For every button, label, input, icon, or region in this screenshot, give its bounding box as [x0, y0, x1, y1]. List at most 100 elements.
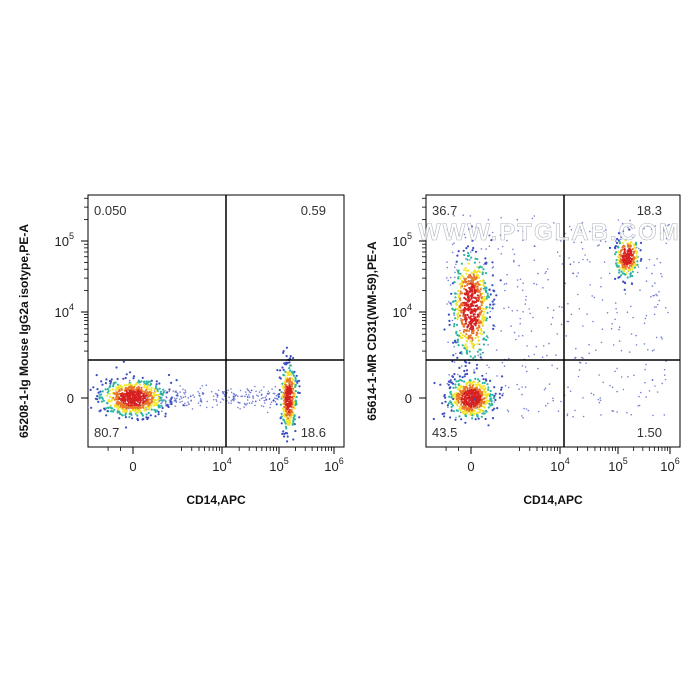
event-dot — [459, 332, 462, 335]
event-dot — [668, 223, 670, 226]
event-dot — [285, 346, 288, 349]
event-dot — [452, 341, 455, 344]
event-dot — [118, 417, 121, 420]
event-dot — [182, 388, 184, 391]
event-dot — [640, 257, 643, 261]
event-dot — [623, 248, 626, 252]
event-dot — [136, 414, 139, 417]
event-dot — [513, 261, 515, 263]
event-dot — [123, 397, 126, 400]
event-dot — [647, 225, 649, 227]
event-dot — [465, 400, 468, 403]
event-dot — [115, 404, 118, 407]
event-dot — [550, 323, 553, 326]
event-dot — [477, 383, 480, 386]
event-dot — [465, 247, 468, 250]
event-dot — [288, 382, 291, 385]
event-dot — [116, 377, 119, 381]
event-dot — [149, 380, 152, 383]
event-dot — [457, 379, 460, 383]
event-dot — [125, 389, 128, 392]
event-dot — [630, 413, 632, 416]
event-dot — [475, 391, 479, 394]
event-dot — [479, 279, 482, 283]
event-dot — [474, 418, 477, 421]
event-dot — [176, 397, 178, 400]
event-dot — [262, 397, 264, 399]
event-dot — [636, 271, 639, 274]
y-tick-label: 104 — [393, 302, 412, 320]
event-dot — [453, 361, 456, 363]
event-dot — [461, 302, 464, 305]
event-dot — [471, 249, 474, 252]
y-tick-label: 0 — [405, 391, 412, 406]
event-dot — [620, 270, 623, 273]
event-dot — [508, 357, 510, 360]
event-dot — [460, 319, 463, 322]
event-dot — [295, 395, 298, 399]
event-dot — [179, 395, 182, 398]
event-dot — [282, 350, 285, 353]
x-tick-label: 104 — [212, 456, 231, 474]
event-dot — [476, 343, 479, 346]
event-dot — [484, 286, 488, 289]
event-dot — [630, 282, 634, 285]
event-dot — [466, 410, 469, 414]
event-dot — [451, 308, 455, 311]
event-dot — [478, 305, 481, 309]
event-dot — [211, 406, 214, 409]
event-dot — [474, 291, 477, 294]
event-dot — [489, 379, 492, 382]
event-dot — [456, 270, 460, 273]
event-dot — [298, 416, 301, 419]
event-dot — [494, 398, 497, 402]
event-dot — [280, 422, 283, 425]
event-dot — [461, 407, 464, 410]
event-dot — [616, 311, 618, 314]
event-dot — [519, 317, 521, 320]
event-dot — [471, 283, 474, 286]
event-dot — [481, 292, 484, 295]
event-dot — [118, 392, 121, 396]
event-dot — [501, 394, 504, 397]
event-dot — [280, 415, 283, 418]
event-dot — [593, 296, 596, 299]
event-dot — [295, 403, 298, 406]
event-dot — [126, 398, 129, 401]
event-dot — [653, 313, 656, 316]
event-dot — [630, 305, 632, 308]
event-dot — [491, 261, 494, 264]
event-dot — [141, 390, 144, 393]
event-dot — [461, 410, 465, 413]
event-dot — [475, 402, 478, 405]
event-dot — [258, 399, 261, 402]
left-quadrant-lower-right-value: 18.6 — [301, 425, 326, 440]
event-dot — [294, 384, 297, 387]
event-dot — [455, 303, 458, 306]
event-dot — [458, 415, 461, 418]
event-dot — [456, 387, 459, 390]
event-dot — [476, 350, 479, 353]
event-dot — [482, 331, 486, 334]
event-dot — [618, 340, 621, 342]
event-dot — [446, 382, 449, 385]
event-dot — [470, 389, 473, 392]
event-dot — [174, 397, 176, 400]
event-dot — [656, 303, 659, 306]
event-dot — [291, 400, 294, 403]
event-dot — [221, 398, 224, 400]
event-dot — [475, 363, 479, 366]
event-dot — [461, 318, 465, 321]
event-dot — [85, 399, 87, 401]
event-dot — [166, 391, 169, 394]
event-dot — [528, 355, 530, 358]
event-dot — [115, 366, 118, 369]
event-dot — [150, 403, 153, 406]
event-dot — [467, 252, 470, 255]
event-dot — [281, 393, 284, 396]
event-dot — [175, 379, 178, 382]
event-dot — [246, 402, 248, 405]
event-dot — [140, 380, 143, 383]
event-dot — [472, 286, 475, 289]
event-dot — [572, 415, 574, 418]
